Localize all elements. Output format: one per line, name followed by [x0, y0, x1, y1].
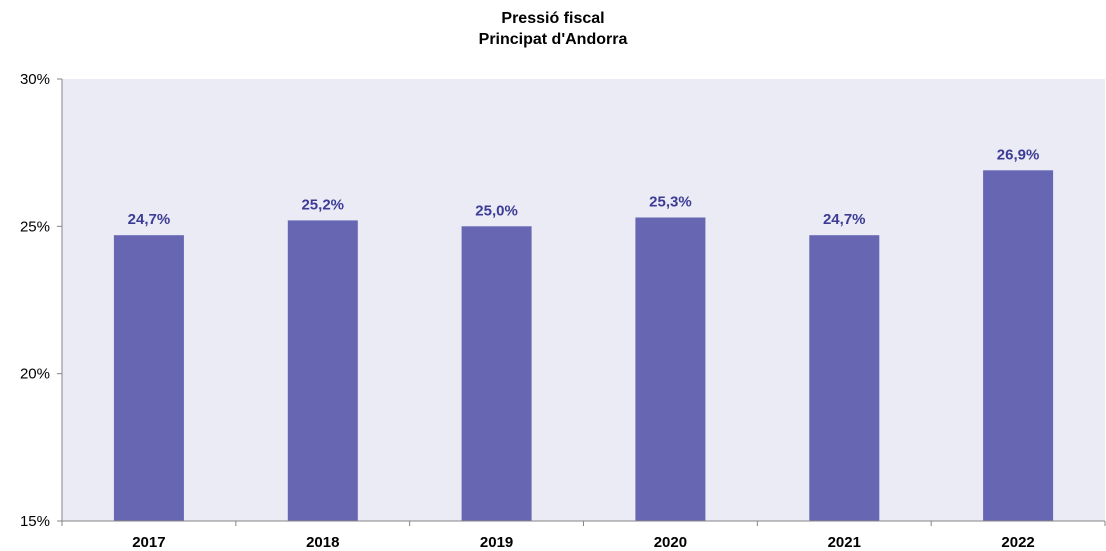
- data-label: 25,3%: [649, 193, 692, 210]
- y-tick-label: 20%: [20, 366, 50, 383]
- plot-area: [62, 79, 1105, 521]
- bar-2021: [809, 235, 880, 521]
- x-tick-label: 2020: [654, 534, 687, 551]
- data-label: 26,9%: [997, 146, 1040, 163]
- y-tick-label: 30%: [20, 71, 50, 88]
- data-label: 25,0%: [475, 202, 518, 219]
- data-label: 24,7%: [128, 211, 171, 228]
- x-tick-label: 2019: [480, 534, 513, 551]
- bar-2018: [287, 220, 358, 521]
- x-tick-label: 2018: [306, 534, 339, 551]
- data-label: 25,2%: [301, 196, 344, 213]
- y-tick-label: 25%: [20, 218, 50, 235]
- chart-title: Pressió fiscal: [501, 10, 605, 27]
- x-tick-label: 2021: [828, 534, 861, 551]
- bar-2017: [113, 235, 184, 521]
- data-label: 24,7%: [823, 211, 866, 228]
- bar-2020: [635, 217, 706, 521]
- y-tick-label: 15%: [20, 513, 50, 530]
- chart-subtitle: Principat d'Andorra: [478, 31, 628, 48]
- x-tick-label: 2017: [132, 534, 165, 551]
- bar-2019: [461, 226, 532, 522]
- x-tick-label: 2022: [1001, 534, 1034, 551]
- bar-2022: [983, 170, 1054, 522]
